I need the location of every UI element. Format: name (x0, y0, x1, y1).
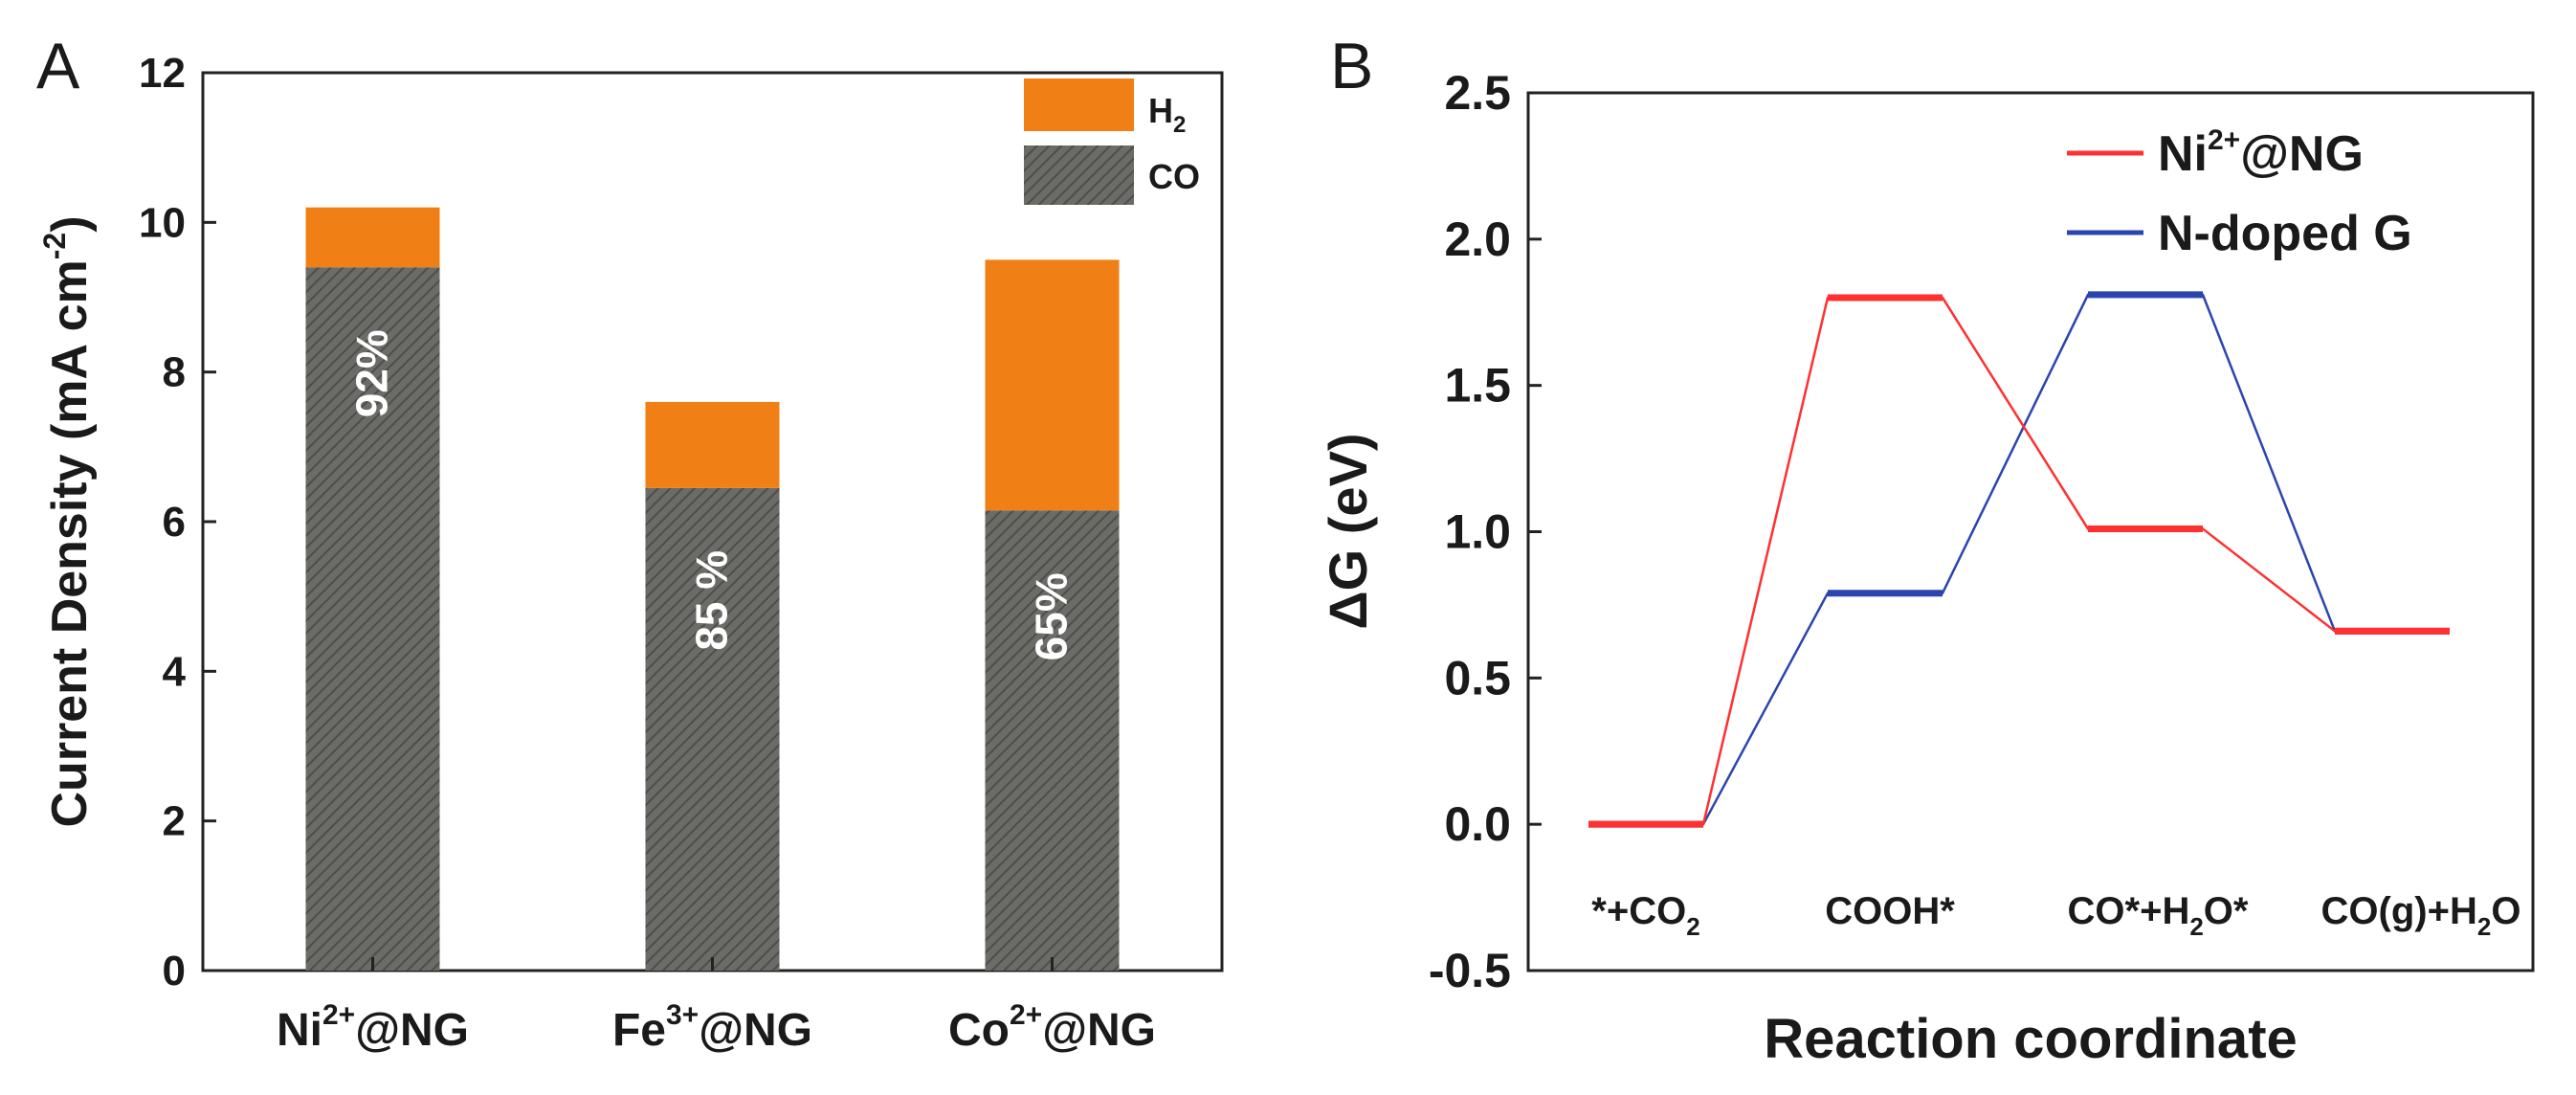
x-category-label-b: *+CO2 (1591, 890, 1699, 941)
x-category-label-a: Fe3+@NG (612, 999, 812, 1056)
line-chart: -0.5 0.0 0.5 1.0 1.5 2.0 2.5 *+CO2 COOH* CO*+H2O… (1318, 66, 2535, 1070)
y-tick-label-b: -0.5 (1429, 944, 1511, 997)
panel-label-b: B (1330, 30, 1373, 102)
y-axis-title-a: Current Density (mA cm-2) (37, 215, 98, 827)
y-tick-label-b: 0.5 (1444, 651, 1511, 704)
x-category-labels: *+CO2 COOH* CO*+H2O* CO(g)+H2O (1591, 890, 2520, 941)
legend-label-ndoped: N-doped G (2158, 206, 2412, 261)
y-tick-label-b: 1.0 (1444, 505, 1511, 559)
bar-co (305, 267, 440, 971)
legend-swatch-co (1024, 145, 1134, 205)
x-category-label-b: CO*+H2O* (2068, 890, 2249, 941)
bar-co (645, 487, 780, 971)
y-tick-label-b: 1.5 (1444, 359, 1511, 413)
bar-chart: 0 2 4 6 8 10 12 92% 85 % 65% Ni2+@NG Fe3+@NG Co2+@… (37, 50, 1224, 1056)
bar-h2 (985, 259, 1120, 511)
bars: 92% 85 % 65% (305, 207, 1120, 971)
y-axis-a: 0 2 4 6 8 10 12 (139, 50, 216, 994)
y-tick-label-a: 2 (163, 798, 186, 845)
x-category-label-a: Co2+@NG (948, 999, 1156, 1056)
y-axis-b: -0.5 0.0 0.5 1.0 1.5 2.0 2.5 (1429, 66, 1542, 997)
series-lines (1588, 291, 2450, 828)
legend-label-h2: H2 (1148, 91, 1186, 138)
y-tick-label-a: 12 (139, 50, 186, 97)
y-axis-title-b: ΔG (eV) (1318, 433, 1378, 629)
legend-a: H2 CO (1024, 78, 1200, 205)
x-axis-a: Ni2+@NG Fe3+@NG Co2+@NG (277, 957, 1156, 1056)
y-tick-label-b: 2.0 (1444, 212, 1511, 266)
bar-co (985, 510, 1120, 971)
y-tick-label-a: 8 (163, 349, 186, 396)
y-tick-label-a: 10 (139, 199, 186, 246)
y-tick-label-b: 2.5 (1444, 66, 1511, 120)
bar-percent-label: 65% (1027, 572, 1077, 660)
legend-b: Ni2+@NG N-doped G (2067, 124, 2412, 261)
x-category-label-b: COOH* (1825, 890, 1955, 932)
x-category-label-a: Ni2+@NG (277, 999, 469, 1056)
y-tick-label-a: 6 (163, 499, 186, 546)
y-tick-label-b: 0.0 (1444, 797, 1511, 851)
bar-h2 (305, 207, 440, 268)
x-category-label-b: CO(g)+H2O (2321, 890, 2521, 941)
series-line-ni (1588, 296, 2450, 826)
panel-label-a: A (36, 30, 80, 102)
legend-swatch-h2 (1024, 78, 1134, 131)
bar-percent-label: 92% (347, 329, 397, 417)
legend-label-co: CO (1148, 157, 1200, 196)
legend-label-ni: Ni2+@NG (2158, 124, 2364, 182)
y-tick-label-a: 0 (163, 948, 186, 994)
bar-percent-label: 85 % (687, 550, 737, 651)
x-axis-title-b: Reaction coordinate (1764, 1008, 2298, 1070)
y-tick-label-a: 4 (163, 648, 187, 695)
series-line-ndoped (1588, 293, 2450, 826)
bar-h2 (645, 401, 780, 488)
